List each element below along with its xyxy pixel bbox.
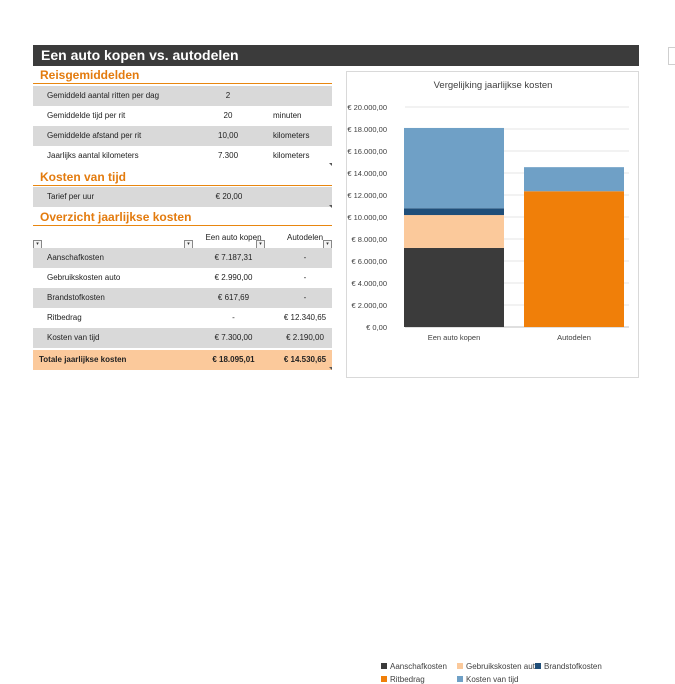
- table-row: Kosten van tijd € 7.300,00 € 2.190,00: [33, 328, 332, 348]
- cost-comparison-chart: Vergelijking jaarlijkse kosten € 0,00 € 2.…: [347, 80, 629, 342]
- row-value[interactable]: 2: [225, 91, 231, 100]
- row-label: Gemiddelde afstand per rit: [47, 131, 142, 140]
- chart-title: Vergelijking jaarlijkse kosten: [434, 80, 553, 91]
- cost-een-auto-kopen: € 2.990,00: [214, 273, 253, 282]
- y-tick-label: € 14.000,00: [347, 169, 387, 178]
- row-value[interactable]: 7.300: [218, 151, 239, 160]
- legend-item: Ritbedrag: [381, 675, 425, 684]
- y-tick-label: € 0,00: [366, 323, 387, 332]
- row-unit: kilometers: [273, 151, 310, 160]
- legend-label: Aanschafkosten: [390, 662, 447, 671]
- legend-item: Brandstofkosten: [535, 662, 602, 671]
- bar-segment-aanschafkosten: [404, 247, 504, 327]
- table-resize-handle[interactable]: [329, 205, 332, 208]
- legend-swatch: [381, 663, 387, 669]
- bar-segment-gebruikskosten-auto: [404, 215, 504, 248]
- cost-label: Brandstofkosten: [47, 293, 105, 302]
- y-tick-label: € 8.000,00: [352, 235, 387, 244]
- row-label: Gemiddelde tijd per rit: [47, 111, 126, 120]
- legend-item: Kosten van tijd: [457, 675, 518, 684]
- table-header-row: ▾ Een auto kopen ▾ ▾ Autodelen ▾: [33, 230, 332, 250]
- legend-swatch: [457, 663, 463, 669]
- row-unit: minuten: [273, 111, 302, 120]
- cost-autodelen: -: [303, 253, 307, 262]
- y-tick-label: € 4.000,00: [352, 279, 387, 288]
- reisgemiddelden-row: Jaarlijks aantal kilometers 7.300 kilomete…: [33, 146, 332, 166]
- table-resize-handle[interactable]: [329, 367, 332, 370]
- cost-autodelen: -: [303, 273, 307, 282]
- y-tick-label: € 16.000,00: [347, 147, 387, 156]
- cost-label: Ritbedrag: [47, 313, 82, 322]
- chart-container[interactable]: Vergelijking jaarlijkse kosten € 0,00 € 2.…: [346, 71, 639, 684]
- y-tick-label: € 10.000,00: [347, 213, 387, 222]
- row-unit: kilometers: [273, 131, 310, 140]
- legend-item: Gebruikskosten auto: [457, 662, 539, 671]
- legend-item: Aanschafkosten: [381, 662, 447, 671]
- bar-segment-kosten-van-tijd: [524, 167, 624, 192]
- header-een-auto-kopen: Een auto kopen: [205, 233, 262, 242]
- legend-label: Ritbedrag: [390, 675, 425, 684]
- table-row: Brandstofkosten € 617,69 -: [33, 288, 332, 308]
- table-resize-handle[interactable]: [329, 163, 332, 166]
- cost-label: Gebruikskosten auto: [47, 273, 121, 282]
- bar-segment-brandstofkosten: [404, 208, 504, 216]
- legend-label: Brandstofkosten: [544, 662, 602, 671]
- legend-label: Kosten van tijd: [466, 675, 519, 684]
- cost-autodelen: -: [303, 293, 307, 302]
- page-title: Een auto kopen vs. autodelen: [33, 45, 639, 66]
- cost-een-auto-kopen: € 7.300,00: [214, 333, 253, 342]
- row-label: Jaarlijks aantal kilometers: [47, 151, 139, 160]
- cost-een-auto-kopen: -: [232, 313, 235, 322]
- y-tick-label: € 18.000,00: [347, 125, 387, 134]
- row-label: Gemiddeld aantal ritten per dag: [47, 91, 160, 100]
- x-category-label: Een auto kopen: [428, 333, 481, 342]
- reisgemiddelden-row: Gemiddeld aantal ritten per dag 2: [33, 86, 332, 106]
- y-tick-label: € 2.000,00: [352, 301, 387, 310]
- section-kosten-van-tijd: Kosten van tijd: [33, 169, 332, 186]
- cost-een-auto-kopen: € 617,69: [217, 293, 250, 302]
- section-overzicht: Overzicht jaarlijkse kosten: [33, 209, 332, 226]
- sheet-edge-marker: [668, 47, 675, 65]
- cost-label: Aanschafkosten: [47, 253, 104, 262]
- table-row: Aanschafkosten € 7.187,31 -: [33, 248, 332, 268]
- row-label: Tarief per uur: [47, 192, 95, 201]
- row-value[interactable]: 10,00: [218, 131, 239, 140]
- cost-autodelen: € 12.340,65: [283, 313, 327, 322]
- section-reisgemiddelden: Reisgemiddelden: [33, 67, 332, 84]
- table-row: Gebruikskosten auto € 2.990,00 -: [33, 268, 332, 288]
- y-tick-label: € 20.000,00: [347, 103, 387, 112]
- bar-segment-kosten-van-tijd: [404, 127, 504, 209]
- y-tick-label: € 12.000,00: [347, 191, 387, 200]
- row-value[interactable]: € 20,00: [215, 192, 243, 201]
- legend-swatch: [381, 676, 387, 682]
- cost-autodelen: € 2.190,00: [286, 333, 324, 342]
- legend-swatch: [457, 676, 463, 682]
- y-tick-label: € 6.000,00: [352, 257, 387, 266]
- total-autodelen: € 14.530,65: [283, 355, 327, 364]
- row-value[interactable]: 20: [223, 111, 233, 120]
- table-row: Ritbedrag - € 12.340,65: [33, 308, 332, 328]
- total-een-auto-kopen: € 18.095,01: [212, 355, 255, 364]
- x-category-label: Autodelen: [557, 333, 591, 342]
- reisgemiddelden-row: Gemiddelde tijd per rit 20 minuten: [33, 106, 332, 126]
- total-label: Totale jaarlijkse kosten: [39, 355, 127, 364]
- cost-label: Kosten van tijd: [47, 333, 100, 342]
- header-autodelen: Autodelen: [286, 233, 324, 242]
- legend-label: Gebruikskosten auto: [466, 662, 540, 671]
- kosten-row: Tarief per uur € 20,00: [33, 187, 332, 207]
- bar-segment-ritbedrag: [524, 191, 624, 327]
- reisgemiddelden-row: Gemiddelde afstand per rit 10,00 kilometer…: [33, 126, 332, 146]
- legend-swatch: [535, 663, 541, 669]
- total-row: Totale jaarlijkse kosten € 18.095,01 € 1…: [33, 350, 332, 370]
- cost-een-auto-kopen: € 7.187,31: [214, 253, 253, 262]
